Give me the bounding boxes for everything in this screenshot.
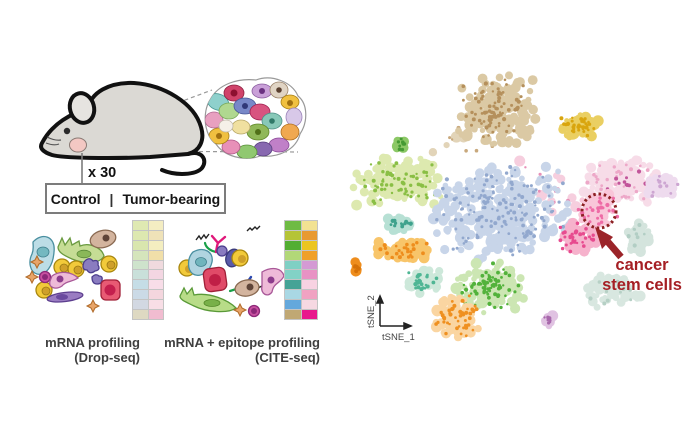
mouse-eye	[63, 127, 71, 135]
tsne-plot: cancer stem cells tSNE_1 tSNE_2	[349, 71, 682, 343]
heatmap-cell	[148, 280, 163, 290]
tsne-axes	[375, 294, 413, 331]
heatmap-cell	[133, 260, 148, 270]
dropseq-heatmap	[132, 220, 164, 320]
heatmap-cell	[285, 270, 301, 280]
condition-control-label: Control	[50, 190, 101, 207]
heatmap-cell	[133, 280, 148, 290]
heatmap-cell	[148, 250, 163, 260]
heatmap-cell	[148, 270, 163, 280]
csc-annotation-line1: cancer	[615, 256, 669, 274]
heatmap-cell	[301, 250, 317, 260]
heatmap-cell	[285, 280, 301, 290]
heatmap-cell	[285, 250, 301, 260]
heatmap-cell	[285, 221, 301, 230]
mouse-illustration	[39, 80, 207, 176]
mouse-count-label: x 30	[88, 165, 117, 181]
tsne-y-axis-label: tSNE_2	[366, 295, 377, 328]
heatmap-cell	[148, 230, 163, 240]
heatmap-cell	[148, 310, 163, 319]
citeseq-cells-illustration	[178, 225, 285, 318]
antibody-magenta	[210, 234, 227, 254]
heatmap-cell	[148, 300, 163, 310]
csc-arrow	[595, 227, 624, 260]
heatmap-cell	[285, 310, 301, 319]
heatmap-cell	[301, 280, 317, 290]
heatmap-cell	[285, 300, 301, 310]
tsne-x-axis-label: tSNE_1	[382, 332, 415, 343]
mouse-tail	[160, 151, 207, 176]
heatmap-cell	[133, 310, 148, 319]
heatmap-cell	[301, 300, 317, 310]
heatmap-cell	[301, 230, 317, 240]
experiment-schematic	[24, 77, 307, 318]
tumor-inset-illustration	[204, 77, 307, 159]
heatmap-cell	[133, 270, 148, 280]
citeseq-label-line2: (CITE-seq)	[255, 350, 320, 365]
dropseq-label-line2: (Drop-seq)	[74, 350, 140, 365]
condition-tumor-label: Tumor-bearing	[122, 190, 221, 207]
dropseq-label: mRNA profiling (Drop-seq)	[18, 335, 140, 365]
heatmap-cell	[301, 221, 317, 230]
condition-separator: |	[109, 190, 114, 207]
heatmap-cell	[133, 300, 148, 310]
heatmap-cell	[301, 240, 317, 250]
heatmap-cell	[148, 221, 163, 230]
heatmap-cell	[301, 290, 317, 300]
heatmap-cell	[285, 290, 301, 300]
condition-box: Control | Tumor-bearing	[45, 183, 226, 214]
csc-annotation-line2: stem cells	[602, 276, 682, 294]
heatmap-cell	[148, 290, 163, 300]
heatmap-cell	[133, 230, 148, 240]
heatmap-cell	[301, 270, 317, 280]
heatmap-cell	[285, 240, 301, 250]
dropseq-cells-illustration	[24, 229, 121, 314]
heatmap-cell	[133, 240, 148, 250]
heatmap-cell	[148, 240, 163, 250]
heatmap-cell	[133, 250, 148, 260]
mouse-ear	[67, 91, 97, 125]
heatmap-cell	[285, 260, 301, 270]
csc-highlight-circle	[580, 192, 618, 230]
heatmap-cell	[133, 221, 148, 230]
tsne-scatter	[349, 71, 680, 342]
citeseq-heatmap	[284, 220, 318, 320]
heatmap-cell	[148, 260, 163, 270]
citeseq-label: mRNA + epitope profiling (CITE-seq)	[156, 335, 320, 365]
heatmap-cell	[301, 260, 317, 270]
heatmap-cell	[133, 290, 148, 300]
heatmap-cell	[301, 310, 317, 319]
tumor-site	[69, 137, 87, 153]
dropseq-label-line1: mRNA profiling	[45, 335, 140, 350]
mouse-whiskers	[45, 136, 62, 146]
citeseq-label-line1: mRNA + epitope profiling	[164, 335, 320, 350]
heatmap-cell	[285, 230, 301, 240]
